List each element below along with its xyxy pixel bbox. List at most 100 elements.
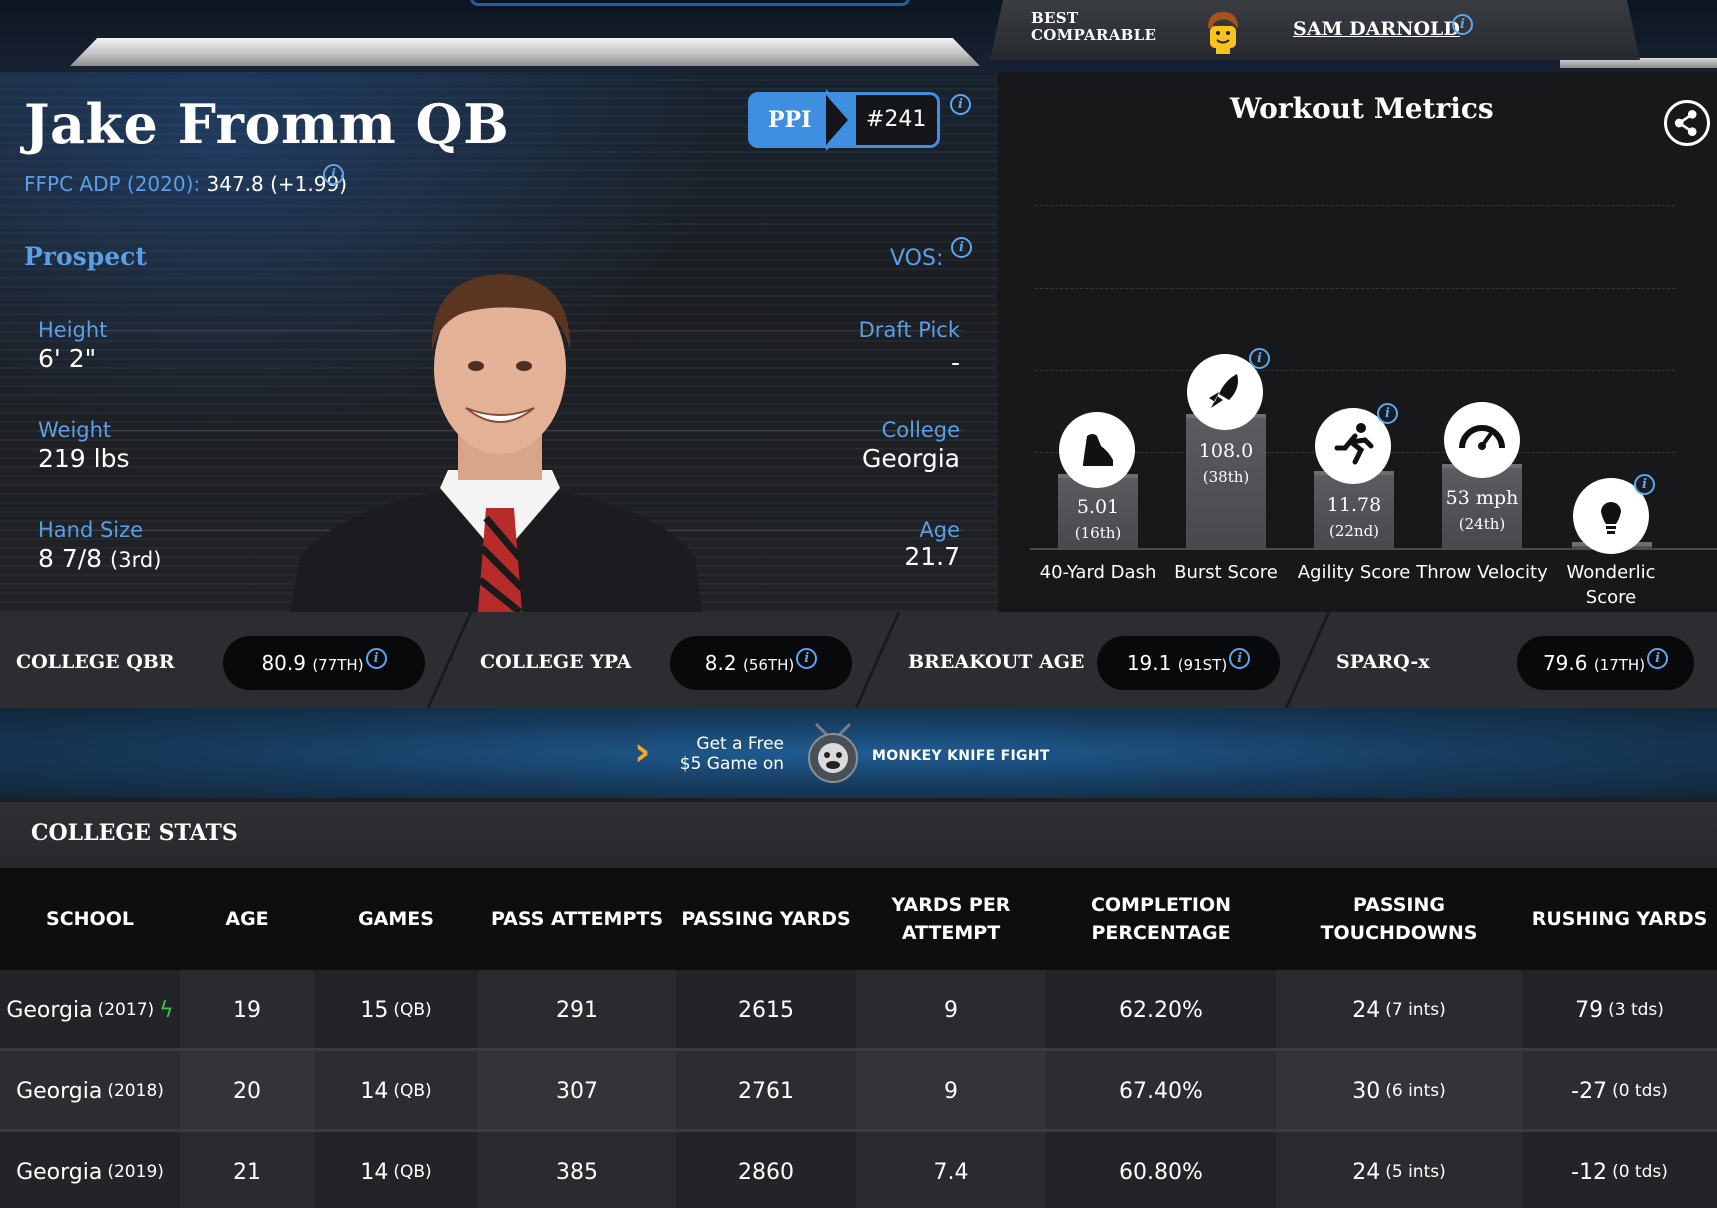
- comparable-info-icon[interactable]: i: [1452, 14, 1473, 35]
- rush-tds: (0 tds): [1612, 1081, 1668, 1101]
- td-number: 30: [1352, 1078, 1381, 1104]
- ints-count: (6 ints): [1385, 1081, 1446, 1101]
- ppi-badge: #241 PPI: [748, 89, 940, 151]
- cell-passing-yards: 2761: [738, 1078, 794, 1104]
- adp-info-icon[interactable]: i: [323, 164, 344, 185]
- metric-rank: (22nd): [1328, 522, 1380, 540]
- adp-label: FFPC ADP (2020):: [24, 172, 201, 196]
- strip-value: 79.6: [1542, 651, 1588, 675]
- player-photo: [290, 274, 702, 612]
- cell-rushing-yards: 79 (3 tds): [1522, 970, 1717, 1050]
- row-divider: [0, 1129, 1717, 1132]
- promo-text: Get a Free $5 Game on: [660, 734, 784, 774]
- running-shoe-icon: [1059, 412, 1135, 488]
- column-header-ypa: YARDS PER ATTEMPT: [891, 894, 1011, 944]
- cell-games: 15 (QB): [314, 970, 478, 1050]
- promo-line-1: Get a Free: [696, 734, 784, 754]
- qbr-info-icon[interactable]: i: [365, 648, 387, 669]
- college-label: College: [881, 418, 960, 442]
- college-value: Georgia: [861, 444, 960, 473]
- top-nav-tab[interactable]: [470, 0, 910, 6]
- games-number: 14: [360, 1159, 389, 1185]
- height-value: 6' 2": [38, 344, 97, 373]
- ints-count: (7 ints): [1385, 1000, 1446, 1020]
- cell-age: 21: [180, 1132, 314, 1208]
- column-header-age: AGE: [225, 908, 269, 930]
- vos-info-icon[interactable]: i: [951, 237, 972, 258]
- rush-number: -27: [1571, 1078, 1608, 1104]
- ypa-info-icon[interactable]: i: [796, 648, 818, 669]
- table-row: Georgia (2019) 21 14 (QB) 385 2860 7.4 60.…: [0, 1132, 1717, 1208]
- cell-touchdowns: 30 (6 ints): [1276, 1051, 1522, 1131]
- promo-banner[interactable]: [0, 708, 1717, 798]
- college-stats-header: [0, 798, 1717, 868]
- breakout-info-icon[interactable]: i: [1229, 648, 1251, 669]
- college-stats-title: COLLEGE STATS: [31, 820, 238, 846]
- best-comparable-label: BEST COMPARABLE: [1031, 9, 1157, 44]
- column-header-school: SCHOOL: [46, 908, 134, 930]
- school-name: Georgia: [16, 1159, 103, 1185]
- rush-number: -12: [1571, 1159, 1608, 1185]
- column-header-passing-yards: PASSING YARDS: [681, 908, 851, 930]
- cell-pass-attempts: 291: [478, 970, 676, 1050]
- table-header: [0, 868, 1717, 970]
- metric-value: 11.78: [1326, 494, 1382, 516]
- cell-school: Georgia (2019): [0, 1132, 180, 1208]
- metric-rank: (24th): [1458, 515, 1506, 533]
- ppi-arrow-inner: [826, 95, 848, 145]
- strip-label: BREAKOUT AGE: [908, 651, 1085, 673]
- sprinter-icon: [1315, 408, 1391, 484]
- strip-pill-ypa: 8.2 (56TH) i: [670, 636, 852, 690]
- cell-completion: 62.20%: [1119, 997, 1203, 1023]
- school-year: (2018): [107, 1081, 164, 1101]
- strip-pill-sparq: 79.6 (17TH) i: [1517, 636, 1694, 690]
- ppi-info-icon[interactable]: i: [950, 94, 971, 115]
- hand-size-rank: (3rd): [110, 548, 162, 572]
- best-comparable-box: [990, 0, 1640, 60]
- games-number: 14: [360, 1078, 389, 1104]
- cell-games: 14 (QB): [314, 1051, 478, 1131]
- metric-rank: (16th): [1074, 524, 1122, 542]
- promo-line-2: $5 Game on: [679, 754, 784, 774]
- wonderlic-info-icon[interactable]: i: [1634, 474, 1655, 495]
- td-number: 24: [1352, 1159, 1381, 1185]
- strip-value: 80.9: [261, 651, 306, 675]
- school-year: (2017): [97, 1000, 155, 1020]
- draft-pick-value: -: [950, 348, 960, 377]
- agility-info-icon[interactable]: i: [1377, 403, 1398, 424]
- cell-touchdowns: 24 (5 ints): [1276, 1132, 1522, 1208]
- cell-touchdowns: 24 (7 ints): [1276, 970, 1522, 1050]
- ints-count: (5 ints): [1385, 1162, 1446, 1182]
- cell-pass-attempts: 385: [478, 1132, 676, 1208]
- rocket-icon: [1187, 354, 1263, 430]
- cell-pass-attempts: 307: [478, 1051, 676, 1131]
- cell-school: Georgia (2017) ϟ: [0, 970, 180, 1050]
- strip-rank: (77TH): [312, 656, 364, 674]
- share-icon[interactable]: [1664, 100, 1710, 146]
- header-silver-bar: [70, 38, 980, 66]
- cell-ypa: 9: [856, 1051, 1046, 1131]
- column-header-completion: COMPLETION PERCENTAGE: [1090, 894, 1232, 944]
- player-name: Jake Fromm QB: [24, 92, 510, 156]
- school-year: (2019): [107, 1162, 164, 1182]
- metric-label: Throw Velocity: [1416, 562, 1548, 583]
- cell-rushing-yards: -27 (0 tds): [1522, 1051, 1717, 1131]
- section-title: Prospect: [24, 242, 147, 271]
- column-header-pass-attempts: PASS ATTEMPTS: [490, 908, 664, 930]
- strip-label: COLLEGE QBR: [16, 651, 175, 673]
- comparable-avatar-icon: [1208, 12, 1238, 54]
- cell-completion: 60.80%: [1119, 1159, 1203, 1185]
- cell-school: Georgia (2018): [0, 1051, 180, 1131]
- burst-info-icon[interactable]: i: [1249, 348, 1270, 369]
- grid-line: [1035, 288, 1675, 289]
- sparq-info-icon[interactable]: i: [1647, 648, 1669, 669]
- weight-value: 219 lbs: [38, 444, 130, 473]
- promo-brand: MONKEY KNIFE FIGHT: [872, 748, 1050, 764]
- rush-tds: (0 tds): [1612, 1162, 1668, 1182]
- comparable-player-link[interactable]: SAM DARNOLD: [1293, 18, 1460, 40]
- column-header-rushing-yards: RUSHING YARDS: [1531, 908, 1708, 930]
- monkey-knife-fight-logo-icon: [808, 722, 858, 783]
- td-number: 24: [1352, 997, 1381, 1023]
- strip-value: 8.2: [704, 651, 737, 675]
- strip-pill-breakout: 19.1 (91ST) i: [1097, 636, 1280, 690]
